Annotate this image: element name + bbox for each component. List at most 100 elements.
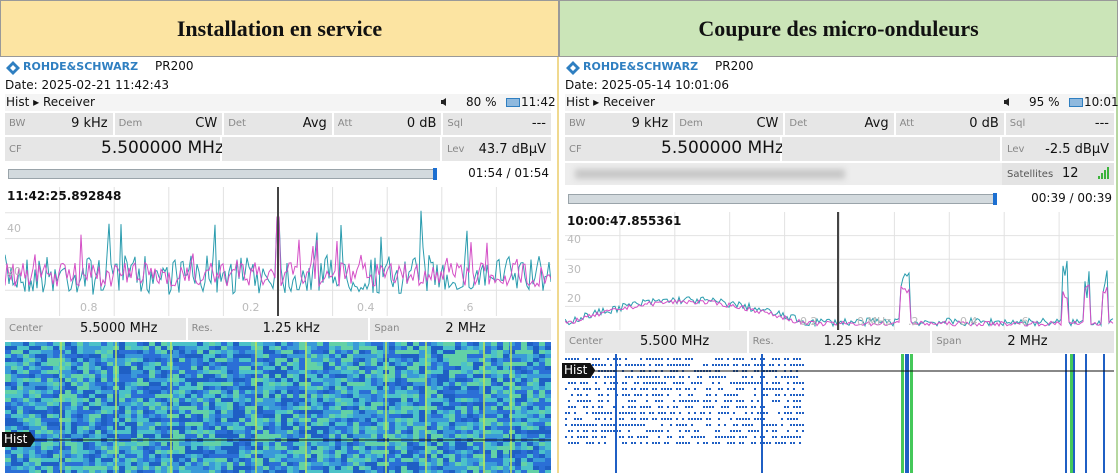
waterfall-dot (628, 412, 630, 414)
waterfall-cell (413, 422, 419, 426)
waterfall-dot (748, 424, 750, 426)
waterfall-cell (41, 370, 47, 374)
waterfall-dot (658, 436, 660, 438)
waterfall-cell (455, 398, 461, 402)
waterfall-dot (610, 412, 612, 414)
waterfall-cell (53, 446, 59, 450)
waterfall-line (1070, 354, 1073, 473)
waterfall-cell (311, 350, 317, 354)
waterfall-cell (257, 466, 263, 470)
waterfall-cell (221, 430, 227, 434)
waterfall-cell (77, 374, 83, 378)
waterfall-cell (239, 362, 245, 366)
waterfall-cell (353, 446, 359, 450)
waterfall-cell (53, 350, 59, 354)
waterfall-cell (251, 374, 257, 378)
waterfall-cell (497, 450, 503, 454)
waterfall-cell (155, 358, 161, 362)
battery-icon (1069, 98, 1083, 107)
waterfall-cell (203, 378, 209, 382)
waterfall-cell (281, 430, 287, 434)
footer-value: 1.25 kHz (262, 321, 320, 336)
waterfall-cell (125, 394, 131, 398)
waterfall-dot (637, 394, 639, 396)
waterfall-dot (733, 364, 735, 366)
waterfall-cell (485, 386, 491, 390)
waterfall-dot (574, 382, 576, 384)
waterfall-dot (631, 412, 633, 414)
waterfall-dot (601, 406, 603, 408)
waterfall-cell (11, 406, 17, 410)
waterfall-dot (643, 364, 645, 366)
waterfall-cell (233, 450, 239, 454)
waterfall-cell (311, 410, 317, 414)
waterfall-cell (149, 358, 155, 362)
waterfall-cell (413, 354, 419, 358)
waterfall-cell (539, 390, 545, 394)
waterfall-cell (5, 422, 11, 426)
waterfall-cell (407, 370, 413, 374)
waterfall-cell (35, 414, 41, 418)
waterfall-cell (545, 382, 551, 386)
waterfall-cell (83, 354, 89, 358)
waterfall-cell (233, 382, 239, 386)
waterfall-dot (769, 424, 771, 426)
waterfall-cell (539, 382, 545, 386)
waterfall-cell (263, 362, 269, 366)
waterfall-cell (29, 414, 35, 418)
waterfall-cell (275, 442, 281, 446)
waterfall-cell (77, 414, 83, 418)
waterfall-cell (329, 450, 335, 454)
waterfall-cell (533, 382, 539, 386)
waterfall-cell (185, 406, 191, 410)
waterfall-cell (227, 462, 233, 466)
waterfall-cell (389, 370, 395, 374)
waterfall-cell (179, 446, 185, 450)
waterfall-cell (137, 434, 143, 438)
waterfall-cell (95, 426, 101, 430)
waterfall-cell (365, 442, 371, 446)
waterfall-cell (35, 450, 41, 454)
footer-cell (187, 318, 369, 340)
waterfall-cell (287, 410, 293, 414)
waterfall-dot (688, 394, 690, 396)
waterfall-cell (317, 450, 323, 454)
waterfall-cell (23, 422, 29, 426)
waterfall-cell (101, 366, 107, 370)
waterfall-cell (371, 378, 377, 382)
waterfall-cell (65, 390, 71, 394)
waterfall-cell (239, 462, 245, 466)
waterfall-cell (239, 366, 245, 370)
waterfall-cell (83, 466, 89, 470)
waterfall-cell (155, 390, 161, 394)
waterfall-line (907, 354, 909, 473)
waterfall-dot (721, 358, 723, 360)
waterfall-cell (71, 350, 77, 354)
waterfall-cell (347, 374, 353, 378)
waterfall-cell (521, 374, 527, 378)
waterfall-cell (497, 466, 503, 470)
waterfall-dot (574, 406, 576, 408)
waterfall-cell (401, 442, 407, 446)
waterfall-cell (227, 390, 233, 394)
waterfall-cell (251, 458, 257, 462)
waterfall-cell (413, 382, 419, 386)
waterfall-cell (317, 378, 323, 382)
waterfall-cell (35, 446, 41, 450)
waterfall-dot (799, 382, 801, 384)
waterfall-cell (209, 410, 215, 414)
waterfall-dot (706, 364, 708, 366)
waterfall-cell (413, 394, 419, 398)
waterfall-cell (437, 354, 443, 358)
waterfall-dot (718, 442, 720, 444)
waterfall-cell (467, 442, 473, 446)
waterfall-dot (790, 364, 792, 366)
waterfall-cell (299, 470, 305, 473)
waterfall-cell (179, 434, 185, 438)
waterfall-cell (407, 402, 413, 406)
waterfall-cell (89, 446, 95, 450)
waterfall-cell (365, 354, 371, 358)
waterfall-cell (227, 398, 233, 402)
waterfall-dot (628, 430, 630, 432)
waterfall-cell (545, 430, 551, 434)
